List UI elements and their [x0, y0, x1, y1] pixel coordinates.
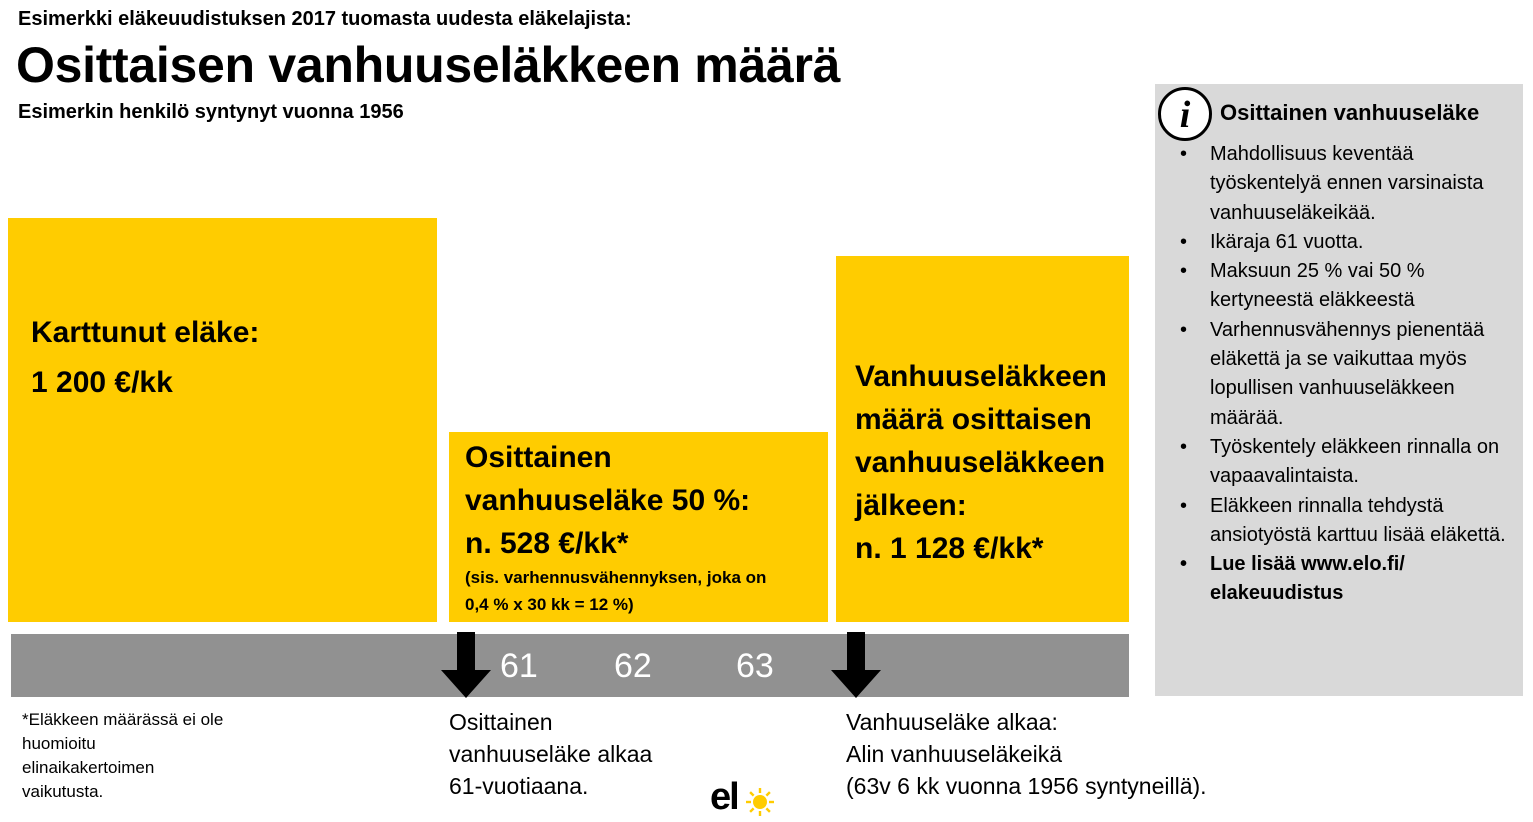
info-list-item: Varhennusvähennys pienentää eläkettä ja … [1155, 316, 1523, 433]
caption-line: Vanhuuseläke alkaa: [846, 709, 1058, 735]
caption-line: vanhuuseläke alkaa [449, 741, 653, 767]
caption-line: Osittainen [449, 709, 553, 735]
partial-pension-label-line1: Osittainen [465, 441, 612, 474]
accrued-pension-label: Karttunut eläke: [31, 316, 260, 349]
sun-icon [746, 788, 774, 816]
info-icon: i [1158, 87, 1212, 141]
kicker-text: Esimerkki eläkeuudistuksen 2017 tuomasta… [18, 8, 632, 30]
info-list-item: Ikäraja 61 vuotta. [1155, 228, 1523, 258]
elo-logo: el [710, 776, 774, 818]
oldage-pension-box: Vanhuuseläkkeen määrä osittaisen vanhuus… [836, 256, 1129, 622]
caption-line: (63v 6 kk vuonna 1956 syntyneillä). [846, 773, 1207, 799]
page-title: Osittaisen vanhuuseläkkeen määrä [16, 37, 841, 93]
oldage-pension-amount: n. 1 128 €/kk* [855, 532, 1044, 565]
oldage-pension-start-caption: Vanhuuseläke alkaa: Alin vanhuuseläkeikä… [846, 706, 1207, 802]
arrow-down-icon [831, 632, 881, 698]
partial-pension-label-line2: vanhuuseläke 50 %: [465, 484, 751, 517]
oldage-pension-label-line4: jälkeen: [855, 489, 967, 522]
info-list-item: Eläkkeen rinnalla tehdystä ansiotyöstä k… [1155, 492, 1523, 551]
oldage-pension-label-line1: Vanhuuseläkkeen [855, 360, 1107, 393]
footnote-line: *Eläkkeen määrässä ei ole [22, 710, 224, 729]
info-list: Mahdollisuus keventää työskentelyä ennen… [1155, 140, 1523, 609]
partial-pension-amount: n. 528 €/kk* [465, 527, 629, 560]
oldage-pension-label-line3: vanhuuseläkkeen [855, 446, 1106, 479]
info-panel: i Osittainen vanhuuseläke Mahdollisuus k… [1155, 84, 1523, 696]
info-list-item-link: Lue lisää www.elo.fi/ elakeuudistus [1155, 550, 1523, 609]
partial-pension-note-line2: 0,4 % x 30 kk = 12 %) [465, 595, 634, 614]
info-list-item: Maksuun 25 % vai 50 % kertyneestä eläkke… [1155, 257, 1523, 316]
partial-pension-start-caption: Osittainen vanhuuseläke alkaa 61-vuotiaa… [449, 706, 652, 802]
caption-line: Alin vanhuuseläkeikä [846, 741, 1063, 767]
caption-line: 61-vuotiaana. [449, 773, 589, 799]
partial-pension-note-line1: (sis. varhennusvähennyksen, joka on [465, 568, 767, 587]
footnote-line: vaikutusta. [22, 782, 104, 801]
age-label-63: 63 [736, 647, 774, 685]
partial-pension-box: Osittainen vanhuuseläke 50 %: n. 528 €/k… [449, 432, 828, 622]
page-subtitle: Esimerkin henkilö syntynyt vuonna 1956 [18, 101, 404, 123]
oldage-pension-label-line2: määrä osittaisen [855, 403, 1092, 436]
logo-text: el [710, 776, 740, 818]
info-panel-title: Osittainen vanhuuseläke [1220, 100, 1480, 125]
info-list-item: Mahdollisuus keventää työskentelyä ennen… [1155, 140, 1523, 228]
footnote-line: huomioitu [22, 734, 96, 753]
footnote-line: elinaikakertoimen [22, 758, 155, 777]
age-label-61: 61 [500, 647, 538, 685]
footnote: *Eläkkeen määrässä ei ole huomioitu elin… [22, 708, 223, 804]
arrow-down-icon [441, 632, 491, 698]
age-timeline-bar: 61 62 63 [11, 634, 1129, 697]
age-label-62: 62 [614, 647, 652, 685]
accrued-pension-box: Karttunut eläke: 1 200 €/kk [8, 218, 437, 622]
accrued-pension-amount: 1 200 €/kk [31, 366, 173, 399]
info-list-item: Työskentely eläkkeen rinnalla on vapaava… [1155, 433, 1523, 492]
